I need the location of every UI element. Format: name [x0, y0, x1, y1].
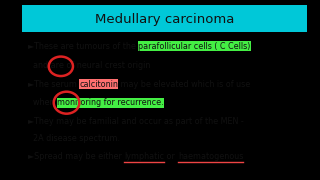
Text: parafollicular cells ( C Cells): parafollicular cells ( C Cells) — [139, 42, 251, 51]
Text: ►These are tumours of the: ►These are tumours of the — [28, 42, 139, 51]
Text: or: or — [164, 152, 178, 161]
Text: calcitonin: calcitonin — [79, 80, 118, 89]
Text: ►They may be familial and occur as part of the MEN -: ►They may be familial and occur as part … — [28, 117, 244, 126]
FancyBboxPatch shape — [57, 98, 164, 108]
Text: ►Spread may be either: ►Spread may be either — [28, 152, 124, 161]
Text: may be elevated which is of use: may be elevated which is of use — [118, 80, 251, 89]
Text: monitoring for recurrence.: monitoring for recurrence. — [57, 98, 164, 107]
Text: Medullary carcinoma: Medullary carcinoma — [95, 13, 235, 26]
Text: ►The serum: ►The serum — [28, 80, 79, 89]
FancyBboxPatch shape — [22, 5, 307, 32]
Text: lymphatic: lymphatic — [124, 152, 164, 161]
Text: 2A disease spectrum.: 2A disease spectrum. — [28, 134, 120, 143]
Text: haematogenous: haematogenous — [178, 152, 243, 161]
FancyBboxPatch shape — [139, 41, 251, 51]
FancyBboxPatch shape — [79, 79, 118, 89]
Text: and are of neural crest origin: and are of neural crest origin — [28, 61, 150, 70]
Text: when: when — [28, 98, 57, 107]
